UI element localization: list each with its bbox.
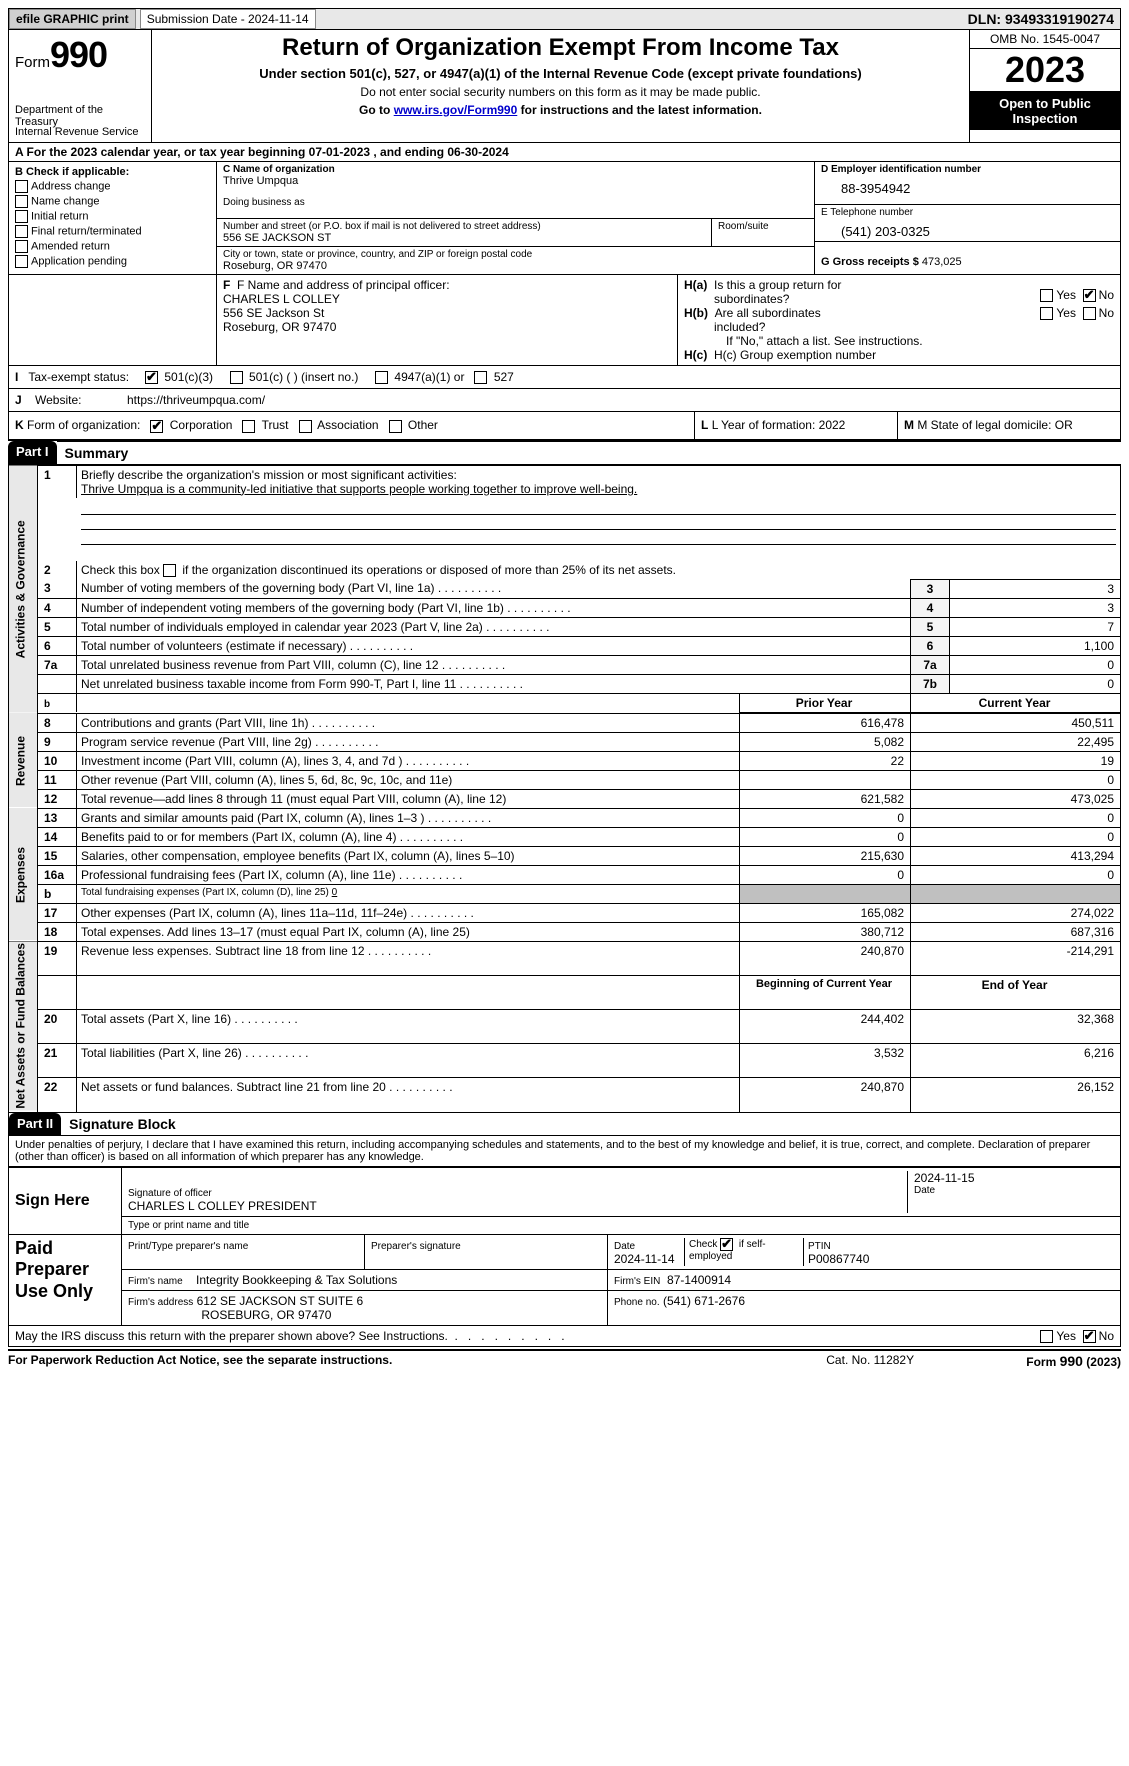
- box-b: B Check if applicable: Address change Na…: [9, 162, 217, 274]
- box-k: K Form of organization: Corporation Trus…: [9, 412, 694, 438]
- prior-8: 616,478: [740, 713, 911, 732]
- checkbox-discuss-yes[interactable]: [1040, 1330, 1053, 1343]
- summary-table: Activities & Governance 1 Briefly descri…: [8, 465, 1121, 1113]
- checkbox-527[interactable]: [474, 371, 487, 384]
- side-net-assets: Net Assets or Fund Balances: [9, 941, 38, 1112]
- submission-date: Submission Date - 2024-11-14: [140, 9, 316, 29]
- perjury-text: Under penalties of perjury, I declare th…: [8, 1136, 1121, 1167]
- side-expenses: Expenses: [9, 808, 38, 941]
- dln: DLN: 93493319190274: [968, 11, 1120, 27]
- org-street: 556 SE JACKSON ST: [223, 232, 705, 244]
- checkbox-ha-yes[interactable]: [1040, 289, 1053, 302]
- omb-number: OMB No. 1545-0047: [970, 30, 1120, 49]
- checkbox-application-pending[interactable]: [15, 255, 28, 268]
- box-i: I Tax-exempt status: 501(c)(3) 501(c) ( …: [8, 366, 1121, 389]
- form-title: Return of Organization Exempt From Incom…: [158, 34, 963, 62]
- form-subtitle-1: Under section 501(c), 527, or 4947(a)(1)…: [158, 66, 963, 81]
- val-6: 1,100: [950, 636, 1121, 655]
- box-h: H(a) Is this a group return for subordin…: [678, 275, 1120, 365]
- checkbox-hb-no[interactable]: [1083, 307, 1096, 320]
- part2-title: Signature Block: [61, 1113, 1120, 1135]
- box-c: C Name of organization Thrive Umpqua Doi…: [217, 162, 814, 274]
- part2-header: Part II: [9, 1113, 61, 1135]
- box-g: G Gross receipts $ 473,025: [815, 242, 1120, 270]
- website-value: https://thriveumpqua.com/: [121, 389, 1120, 411]
- signature-block: Sign Here 2024-11-15 Signature of office…: [8, 1167, 1121, 1326]
- ein-value: 88-3954942: [821, 175, 1114, 202]
- box-m: M M State of legal domicile: OR: [897, 412, 1120, 438]
- box-l: L L Year of formation: 2022: [694, 412, 897, 438]
- irs-label: Internal Revenue Service: [15, 126, 145, 138]
- efile-print-button[interactable]: efile GRAPHIC print: [9, 9, 136, 29]
- val-5: 7: [950, 617, 1121, 636]
- tax-year: 2023: [970, 49, 1120, 92]
- officer-name: CHARLES L COLLEY: [223, 292, 671, 306]
- checkbox-discontinued[interactable]: [163, 564, 176, 577]
- checkbox-other[interactable]: [389, 420, 402, 433]
- part1-header: Part I: [8, 441, 57, 464]
- dept-label: Department of the Treasury: [15, 104, 145, 128]
- form-id-box: Form990 Department of the Treasury Inter…: [9, 30, 152, 142]
- gross-receipts: 473,025: [922, 256, 962, 268]
- year-box: OMB No. 1545-0047 2023 Open to Public In…: [969, 30, 1120, 142]
- box-e: E Telephone number (541) 203-0325: [815, 205, 1120, 242]
- discuss-row: May the IRS discuss this return with the…: [8, 1326, 1121, 1347]
- side-revenue: Revenue: [9, 713, 38, 808]
- checkbox-address-change[interactable]: [15, 180, 28, 193]
- val-7b: 0: [950, 674, 1121, 693]
- line-a-tax-year: A For the 2023 calendar year, or tax yea…: [8, 143, 1121, 162]
- top-bar: efile GRAPHIC print Submission Date - 20…: [8, 8, 1121, 30]
- checkbox-501c[interactable]: [230, 371, 243, 384]
- checkbox-discuss-no[interactable]: [1083, 1330, 1096, 1343]
- checkbox-name-change[interactable]: [15, 195, 28, 208]
- box-f: F F Name and address of principal office…: [217, 275, 678, 365]
- phone-value: (541) 203-0325: [821, 218, 1114, 239]
- part1-title: Summary: [57, 441, 1121, 464]
- form-title-box: Return of Organization Exempt From Incom…: [152, 30, 969, 142]
- org-city: Roseburg, OR 97470: [223, 260, 808, 272]
- footer: For Paperwork Reduction Act Notice, see …: [8, 1349, 1121, 1369]
- checkbox-association[interactable]: [299, 420, 312, 433]
- val-4: 3: [950, 598, 1121, 617]
- val-3: 3: [950, 579, 1121, 598]
- checkbox-hb-yes[interactable]: [1040, 307, 1053, 320]
- open-to-public: Open to Public Inspection: [970, 92, 1120, 130]
- box-j-label: J Website:: [9, 389, 121, 411]
- checkbox-initial-return[interactable]: [15, 210, 28, 223]
- checkbox-ha-no[interactable]: [1083, 289, 1096, 302]
- checkbox-4947[interactable]: [375, 371, 388, 384]
- val-7a: 0: [950, 655, 1121, 674]
- form-subtitle-2: Do not enter social security numbers on …: [158, 85, 963, 99]
- curr-8: 450,511: [911, 713, 1121, 732]
- org-name: Thrive Umpqua: [223, 175, 808, 187]
- checkbox-final-return[interactable]: [15, 225, 28, 238]
- checkbox-501c3[interactable]: [145, 371, 158, 384]
- side-activities: Activities & Governance: [9, 465, 38, 713]
- mission-text: Thrive Umpqua is a community-led initiat…: [81, 482, 637, 496]
- checkbox-trust[interactable]: [242, 420, 255, 433]
- checkbox-corporation[interactable]: [150, 420, 163, 433]
- checkbox-self-employed[interactable]: [720, 1238, 733, 1251]
- checkbox-amended-return[interactable]: [15, 240, 28, 253]
- irs-link[interactable]: www.irs.gov/Form990: [394, 103, 518, 117]
- box-d: D Employer identification number 88-3954…: [815, 162, 1120, 205]
